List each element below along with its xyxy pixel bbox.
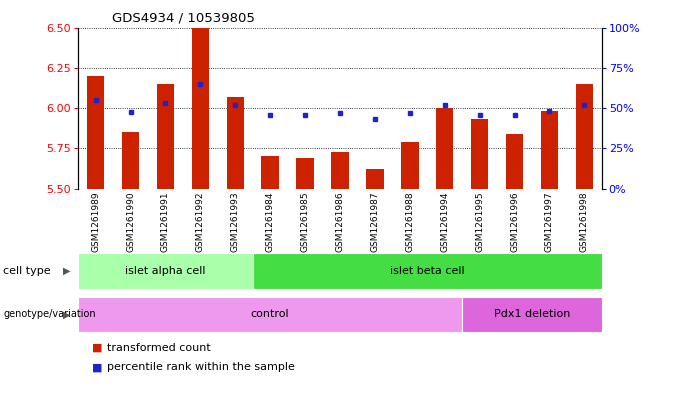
Bar xyxy=(462,297,602,332)
Text: ▶: ▶ xyxy=(63,309,71,320)
Text: ■: ■ xyxy=(92,362,102,373)
Text: GSM1261992: GSM1261992 xyxy=(196,192,205,252)
Bar xyxy=(541,111,558,189)
Text: GSM1261998: GSM1261998 xyxy=(580,192,589,252)
Bar xyxy=(226,97,244,189)
Text: GSM1261990: GSM1261990 xyxy=(126,192,135,252)
Text: ■: ■ xyxy=(92,343,102,353)
Text: genotype/variation: genotype/variation xyxy=(3,309,96,320)
Text: GSM1261993: GSM1261993 xyxy=(231,192,240,252)
Text: islet alpha cell: islet alpha cell xyxy=(125,266,206,276)
Text: GSM1261985: GSM1261985 xyxy=(301,192,309,252)
Text: GSM1261991: GSM1261991 xyxy=(161,192,170,252)
Bar xyxy=(122,132,139,189)
Bar xyxy=(78,297,462,332)
Text: GSM1261995: GSM1261995 xyxy=(475,192,484,252)
Text: control: control xyxy=(251,309,290,320)
Text: GSM1261984: GSM1261984 xyxy=(266,192,275,252)
Bar xyxy=(261,156,279,189)
Bar xyxy=(401,142,418,189)
Bar xyxy=(575,84,593,189)
Bar xyxy=(331,152,349,189)
Bar xyxy=(366,169,384,189)
Bar xyxy=(78,253,253,289)
Bar xyxy=(471,119,488,189)
Bar xyxy=(506,134,524,189)
Bar xyxy=(296,158,313,189)
Text: cell type: cell type xyxy=(3,266,51,276)
Text: GDS4934 / 10539805: GDS4934 / 10539805 xyxy=(112,12,255,25)
Bar xyxy=(253,253,602,289)
Text: GSM1261986: GSM1261986 xyxy=(335,192,345,252)
Text: islet beta cell: islet beta cell xyxy=(390,266,464,276)
Text: GSM1261996: GSM1261996 xyxy=(510,192,519,252)
Bar xyxy=(436,108,454,189)
Text: Pdx1 deletion: Pdx1 deletion xyxy=(494,309,570,320)
Text: GSM1261989: GSM1261989 xyxy=(91,192,100,252)
Text: GSM1261997: GSM1261997 xyxy=(545,192,554,252)
Bar xyxy=(192,28,209,189)
Text: ▶: ▶ xyxy=(63,266,71,276)
Text: transformed count: transformed count xyxy=(107,343,211,353)
Text: GSM1261987: GSM1261987 xyxy=(371,192,379,252)
Bar xyxy=(156,84,174,189)
Text: GSM1261988: GSM1261988 xyxy=(405,192,414,252)
Text: percentile rank within the sample: percentile rank within the sample xyxy=(107,362,294,373)
Bar xyxy=(87,76,105,189)
Text: GSM1261994: GSM1261994 xyxy=(440,192,449,252)
